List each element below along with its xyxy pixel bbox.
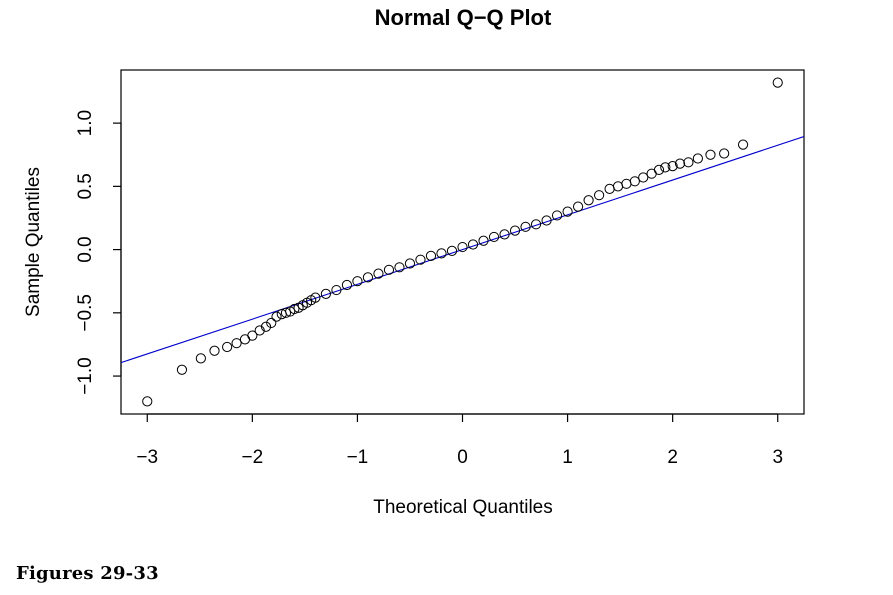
data-point [142,396,153,407]
reference-line [121,136,804,364]
x-tick-label: −3 [136,447,158,468]
data-point [467,239,479,250]
data-point [705,149,716,160]
x-axis-label: Theoretical Quantiles [373,497,553,518]
data-point [572,201,584,212]
data-point [772,77,783,88]
data-point [362,272,374,283]
x-tick-label: 3 [772,447,783,468]
x-tick-label: 1 [562,447,573,468]
data-point [271,311,282,322]
x-tick-label: −1 [347,447,369,468]
data-point [541,215,552,226]
y-tick-label: 1.0 [75,110,96,136]
data-point [260,321,272,332]
data-point [394,262,405,273]
data-point [352,276,363,287]
data-point [310,292,321,303]
data-point [604,183,615,194]
x-tick-label: −2 [242,447,264,468]
data-point [436,248,447,259]
x-tick-label: 2 [667,447,678,468]
data-point [594,190,605,201]
data-point [254,325,265,336]
data-point [719,148,730,159]
data-point [425,250,437,262]
qq-plot: Normal Q−Q Plot −3 −2 −1 0 1 2 3 −1.0 −0.5 0.0 0.… [23,5,805,518]
y-tick-label: −1.0 [75,357,96,395]
data-point [373,268,384,279]
data-point [621,178,632,189]
data-point [415,254,426,265]
x-axis: −3 −2 −1 0 1 2 3 [136,413,783,468]
data-point [404,258,416,269]
data-point [247,330,258,341]
y-tick-label: 0.0 [75,236,96,262]
data-point [383,264,395,275]
data-point [266,317,277,329]
data-point [509,225,521,236]
data-point [478,235,489,246]
y-axis: −1.0 −0.5 0.0 0.5 1.0 [75,110,122,395]
data-point [653,164,665,176]
y-axis-label: Sample Quantiles [23,167,44,317]
data-point [683,157,694,168]
data-point [231,338,242,349]
data-point [280,307,292,318]
data-point [629,176,640,187]
data-point [222,341,233,353]
chart-title: Normal Q−Q Plot [375,5,552,30]
data-point [562,206,573,217]
data-point [660,162,671,173]
data-point [520,221,531,232]
data-point [446,245,458,256]
data-point [289,303,300,315]
data-point [331,284,342,296]
data-point [667,161,678,172]
y-tick-label: 0.5 [75,173,96,199]
data-point [692,153,703,164]
data-point [176,364,188,375]
x-tick-label: 0 [457,447,468,468]
y-tick-label: −0.5 [75,294,96,332]
data-points [142,77,783,407]
data-point [320,288,331,299]
data-point [488,231,500,243]
figure-caption: Figures 29-33 [16,563,159,584]
data-point [583,195,594,206]
data-point [530,219,542,230]
data-point [195,353,206,364]
data-point [341,279,353,291]
data-point [737,139,749,150]
data-point [209,345,220,356]
data-point [638,172,649,183]
data-point [674,158,686,169]
data-point [457,241,468,253]
data-point [612,181,624,192]
data-point [499,229,510,240]
data-point [551,210,563,221]
